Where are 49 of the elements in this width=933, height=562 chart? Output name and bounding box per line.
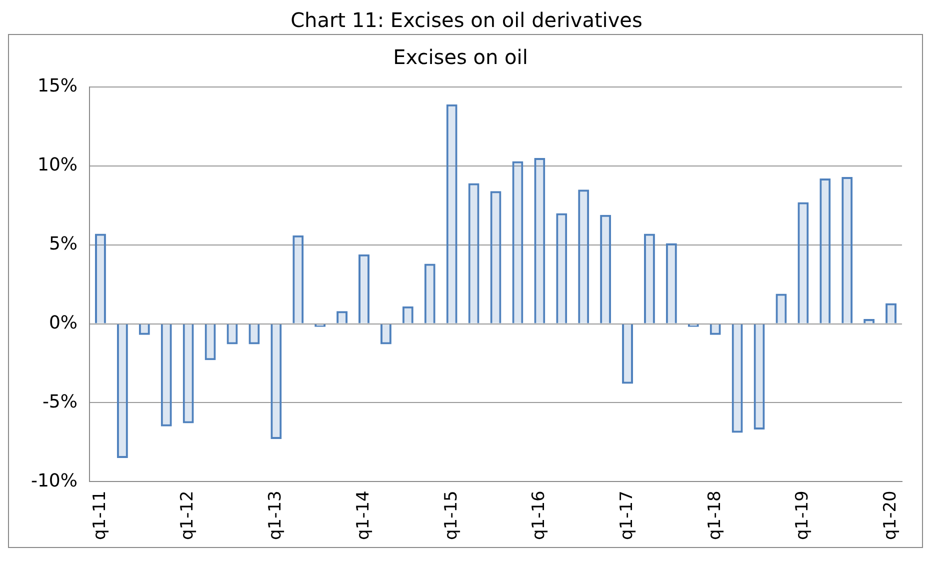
y-tick-label: 10%	[37, 154, 78, 176]
bar	[754, 324, 765, 430]
y-tick-label: 15%	[37, 76, 78, 97]
x-tick-label: q1-18	[704, 490, 725, 540]
bar	[600, 214, 612, 324]
bar	[226, 324, 238, 344]
bar	[116, 324, 128, 458]
bar	[534, 158, 546, 324]
bar	[512, 161, 524, 324]
bar	[424, 264, 436, 324]
x-tick-label: q1-11	[90, 490, 110, 540]
y-tick-label: 5%	[48, 234, 78, 255]
bar	[644, 234, 655, 324]
x-tick-label: q1-20	[880, 490, 900, 540]
y-tick-label: 0%	[48, 312, 78, 334]
x-tick-label: q1-17	[616, 490, 637, 540]
bar	[732, 324, 743, 433]
x-tick-label: q1-16	[529, 490, 550, 540]
chart-title: Chart 11: Excises on oil derivatives	[290, 8, 644, 34]
bar	[490, 191, 502, 324]
bar	[292, 235, 304, 324]
bar	[358, 254, 370, 324]
bar	[578, 190, 590, 324]
bar	[556, 213, 568, 324]
x-tick-label: q1-14	[353, 490, 374, 540]
bar	[776, 294, 787, 324]
bar	[468, 183, 480, 324]
y-tick-label: -10%	[30, 470, 78, 492]
bar	[446, 104, 458, 324]
bar	[182, 324, 194, 424]
bar	[820, 178, 831, 324]
bar	[380, 324, 392, 344]
x-tick-label: q1-15	[441, 490, 462, 540]
y-tick-label: -5%	[42, 391, 78, 412]
bar	[864, 319, 875, 324]
bar	[798, 202, 809, 324]
bar	[270, 324, 282, 440]
bar	[204, 324, 216, 360]
bar	[622, 324, 633, 384]
x-tick-label: q1-12	[178, 490, 198, 540]
bar	[248, 324, 260, 344]
bar	[666, 243, 677, 324]
x-tick-label: q1-13	[266, 490, 286, 540]
bar	[94, 234, 106, 324]
bar	[842, 176, 853, 324]
x-tick-label: q1-19	[792, 490, 813, 540]
chart-subtitle: Excises on oil	[393, 45, 528, 70]
bar	[886, 303, 897, 324]
bar	[160, 324, 172, 426]
